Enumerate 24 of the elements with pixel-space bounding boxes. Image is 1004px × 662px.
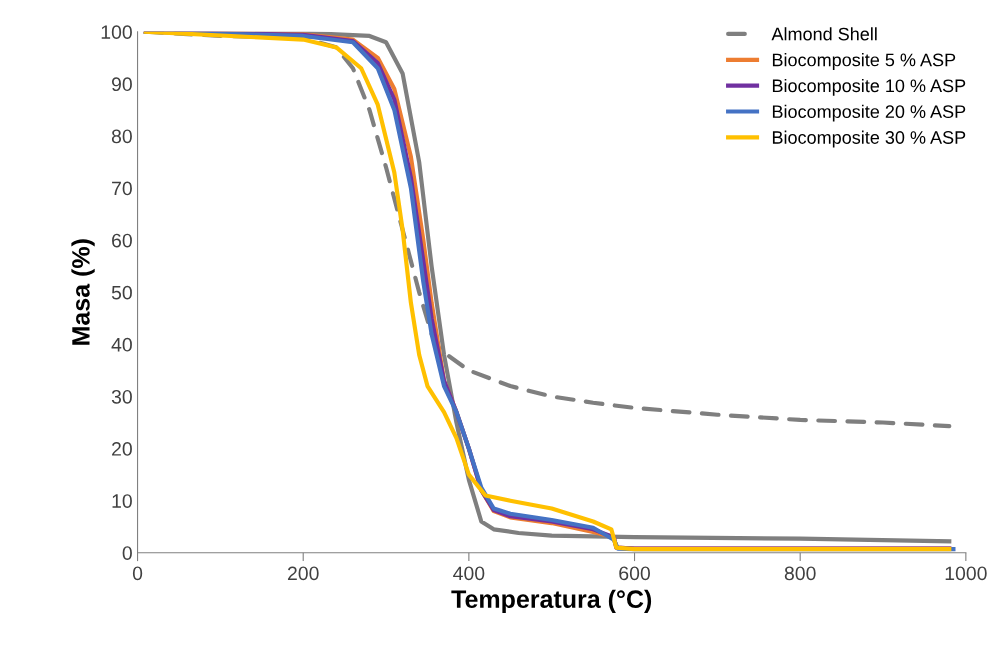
y-tick-label: 30 xyxy=(111,389,132,404)
y-tick-label: 90 xyxy=(111,77,132,92)
y-tick-label: 60 xyxy=(112,233,132,248)
x-tick-label: 1000 xyxy=(945,566,987,581)
y-tick-label: 40 xyxy=(111,337,132,352)
x-tick-label: 0 xyxy=(132,566,143,581)
y-tick-label: 70 xyxy=(112,181,132,196)
y-tick-label: 80 xyxy=(111,129,132,144)
x-tick-label: 600 xyxy=(619,566,650,581)
x-tick-label: 200 xyxy=(287,566,319,581)
legend-label: Biocomposite 20 % ASP xyxy=(772,104,966,122)
y-tick-label: 50 xyxy=(111,285,132,300)
legend-label: Biocomposite 5 % ASP xyxy=(772,53,956,70)
x-tick-label: 400 xyxy=(453,566,485,581)
x-axis-title: Temperatura (°C) xyxy=(451,589,652,613)
y-tick-label: 10 xyxy=(112,494,132,508)
legend-label: Biocomposite 30 % ASP xyxy=(772,130,966,148)
y-axis-title: Masa (%) xyxy=(71,239,95,345)
y-tick-label: 100 xyxy=(101,25,132,40)
x-tick-label: 800 xyxy=(784,566,816,581)
y-tick-label: 0 xyxy=(122,546,132,561)
legend-label: Biocomposite 10 % ASP xyxy=(772,78,966,96)
y-tick-label: 20 xyxy=(112,442,132,456)
legend-label: Almond Shell xyxy=(771,27,877,41)
